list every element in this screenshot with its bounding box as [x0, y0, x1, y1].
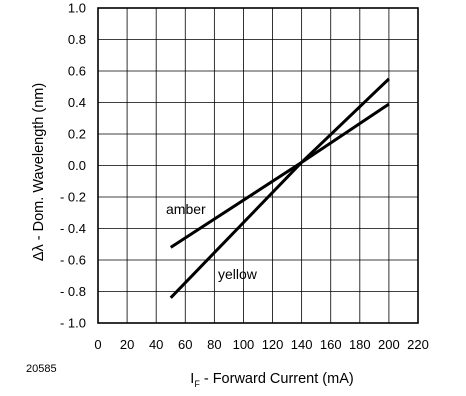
x-tick-label: 160	[320, 337, 342, 352]
y-tick-label: 0.8	[68, 32, 86, 47]
y-tick-label: 0.0	[68, 158, 86, 173]
x-axis-title: IF - Forward Current (mA)	[190, 371, 353, 389]
plot-frame	[97, 7, 419, 324]
x-tick-label: 60	[178, 337, 192, 352]
y-tick-label: - 0.4	[60, 221, 86, 236]
x-tick-label: 20	[120, 337, 134, 352]
series-label-yellow: yellow	[218, 266, 258, 282]
y-tick-label: 0.6	[68, 64, 86, 79]
series-lines	[169, 77, 390, 299]
series-label-amber: amber	[166, 201, 206, 217]
series-line-yellow	[169, 77, 390, 299]
x-tick-label: 220	[407, 337, 429, 352]
y-tick-label: 0.4	[68, 95, 86, 110]
x-tick-label: 0	[94, 337, 101, 352]
y-tick-label: - 0.8	[60, 284, 86, 299]
series-line-amber	[169, 102, 390, 249]
x-tick-label: 40	[149, 337, 163, 352]
x-tick-labels: 0 20 40 60 80 100 120 140 160 180 200 220	[94, 337, 428, 352]
figure-id: 20585	[26, 363, 57, 375]
y-tick-label: - 0.6	[60, 253, 86, 268]
x-tick-label: 140	[291, 337, 313, 352]
x-axis-title-subscript: F	[194, 379, 200, 389]
y-tick-label: 0.2	[68, 127, 86, 142]
y-axis-title: Δλ - Dom. Wavelength (nm)	[31, 83, 47, 261]
x-tick-label: 80	[207, 337, 221, 352]
x-tick-label: 120	[262, 337, 284, 352]
y-tick-label: - 1.0	[60, 316, 86, 331]
x-tick-label: 180	[349, 337, 371, 352]
y-tick-label: 1.0	[68, 1, 86, 16]
grid	[97, 7, 419, 324]
y-tick-label: - 0.2	[60, 190, 86, 205]
y-tick-labels: 1.0 0.8 0.6 0.4 0.2 0.0 - 0.2 - 0.4 - 0.6 - 0.8 - …	[60, 1, 86, 331]
x-axis-title-rest: - Forward Current (mA)	[200, 371, 354, 387]
x-tick-label: 200	[378, 337, 400, 352]
x-axis-title-main: I	[190, 371, 194, 387]
x-tick-label: 100	[233, 337, 255, 352]
